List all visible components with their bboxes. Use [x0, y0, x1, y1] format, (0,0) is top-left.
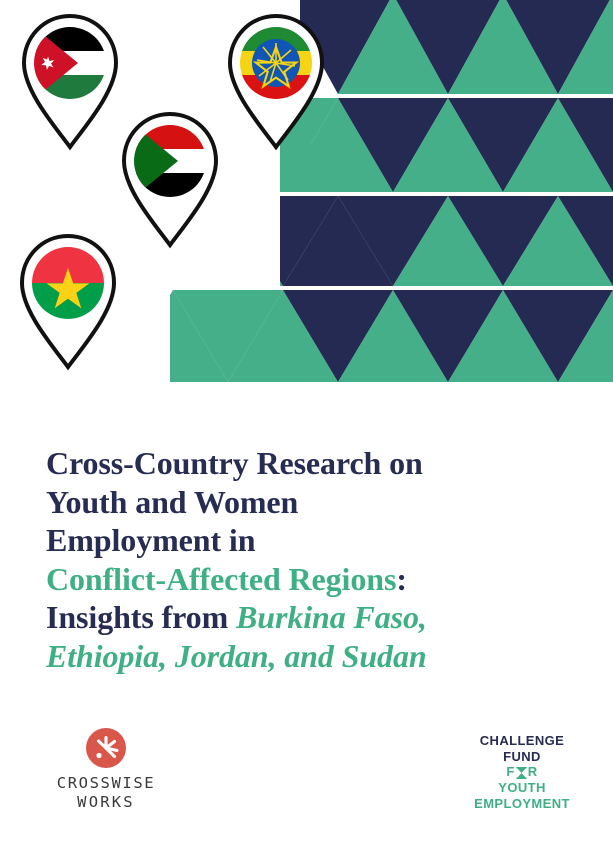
crosswise-wordmark: CROSSWISE WORKS [26, 774, 186, 812]
title-segment: Youth and Women [46, 483, 299, 520]
flag-sudan [134, 125, 206, 197]
title-line-3: Employment in [46, 521, 566, 560]
cffe-line-youth: YOUTH [498, 780, 546, 795]
title-line-5: Insights from Burkina Faso, [46, 598, 566, 637]
challenge-fund-logo: CHALLENGE FUND F R YOUTH EMPLOYMENT [442, 733, 602, 811]
title-line-2: Youth and Women [46, 483, 566, 522]
cffe-line-employment: EMPLOYMENT [474, 795, 570, 811]
map-pin-burkina-faso [20, 234, 116, 369]
title-segment-countries: Ethiopia, Jordan, and Sudan [46, 637, 427, 674]
title-segment: : [396, 560, 407, 597]
crosswise-works-logo: CROSSWISE WORKS [26, 728, 186, 812]
map-pin-sudan [122, 112, 218, 247]
title-segment: Employment in [46, 522, 256, 558]
cffe-line-fund: FUND [503, 748, 541, 764]
title-line-4: Conflict-Affected Regions: [46, 560, 566, 599]
flag-jordan [34, 27, 106, 99]
title-segment: Insights from [46, 599, 237, 635]
cffe-for-right: R [527, 764, 538, 780]
page-title: Cross-Country Research on Youth and Wome… [46, 444, 566, 675]
flag-burkina-faso [32, 247, 104, 319]
title-line-6: Ethiopia, Jordan, and Sudan [46, 637, 566, 676]
crosswise-line-2: WORKS [77, 793, 135, 811]
map-pin-ethiopia [228, 14, 324, 149]
title-segment-countries: Burkina Faso, [236, 599, 427, 635]
cffe-line-for: F R [442, 764, 602, 780]
cover-hero-graphic [0, 0, 613, 390]
title-line-1: Cross-Country Research on [46, 444, 566, 483]
flag-ethiopia [240, 27, 312, 99]
crosswise-mark-icon [86, 728, 126, 768]
cffe-line-challenge: CHALLENGE [479, 733, 565, 748]
hourglass-icon [516, 767, 527, 779]
map-pin-jordan [22, 14, 118, 149]
title-segment-highlight: Conflict-Affected Regions [46, 560, 397, 597]
crosswise-line-1: CROSSWISE [56, 774, 156, 792]
cffe-for-left: F [506, 764, 515, 780]
title-segment: Cross-Country Research on [46, 445, 423, 481]
